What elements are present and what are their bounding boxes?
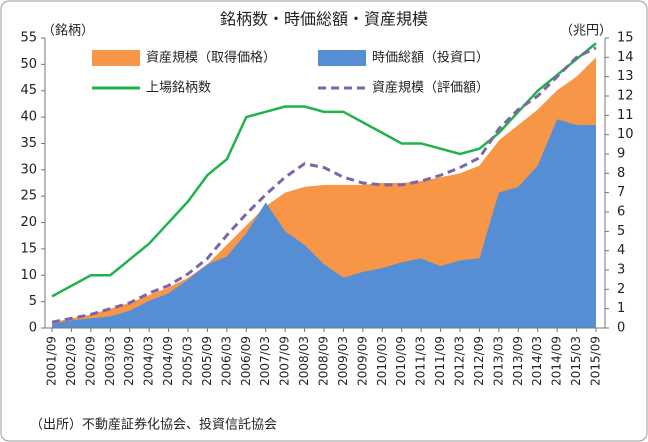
y-tick-label: 40 bbox=[20, 110, 37, 125]
x-tick-label: 2001/09 bbox=[45, 336, 59, 386]
x-tick-label: 2007/03 bbox=[258, 336, 272, 386]
x-tick-label: 2006/03 bbox=[219, 336, 233, 386]
x-tick-label: 2012/09 bbox=[472, 336, 486, 386]
x-tick-label: 2005/03 bbox=[181, 336, 195, 386]
chart-title: 銘柄数・時価総額・資産規模 bbox=[220, 10, 428, 29]
y-tick-label: 20 bbox=[20, 215, 37, 230]
x-tick-label: 2008/09 bbox=[317, 336, 331, 386]
legend-swatch bbox=[318, 50, 366, 66]
y2-tick-label: 2 bbox=[617, 282, 625, 297]
line bbox=[51, 46, 597, 324]
x-tick-label: 2007/09 bbox=[278, 336, 292, 386]
x-tick-label: 2004/03 bbox=[142, 336, 156, 386]
x-tick-label: 2011/03 bbox=[414, 336, 428, 386]
y-tick-label: 5 bbox=[29, 294, 37, 309]
x-tick-label: 2003/09 bbox=[122, 336, 136, 386]
y2-tick-label: 14 bbox=[617, 50, 634, 65]
legend-label: 上場銘柄数 bbox=[146, 81, 211, 96]
y-tick-label: 50 bbox=[20, 57, 37, 72]
y2-tick-label: 11 bbox=[617, 108, 634, 123]
y2-tick-label: 10 bbox=[617, 127, 634, 142]
y2-tick-label: 0 bbox=[617, 321, 625, 336]
legend-swatch bbox=[92, 50, 140, 66]
x-tick-label: 2003/03 bbox=[103, 336, 117, 386]
y2-tick-label: 5 bbox=[617, 224, 625, 239]
area bbox=[52, 119, 596, 328]
y2-tick-label: 4 bbox=[617, 243, 625, 258]
y-tick-label: 0 bbox=[29, 321, 37, 336]
x-tick-label: 2015/09 bbox=[589, 336, 603, 386]
y2-tick-label: 3 bbox=[617, 263, 625, 278]
x-tick-label: 2011/09 bbox=[433, 336, 447, 386]
y-tick-label: 55 bbox=[20, 31, 37, 46]
y2-axis-label: （兆円） bbox=[560, 24, 612, 39]
legend-label: 資産規模（取得価格） bbox=[146, 50, 276, 66]
y2-tick-label: 1 bbox=[617, 301, 625, 316]
x-tick-label: 2013/09 bbox=[511, 336, 525, 386]
area bbox=[52, 57, 596, 328]
legend-label: 時価総額（投資口） bbox=[372, 50, 489, 66]
x-tick-label: 2015/03 bbox=[569, 336, 583, 386]
y2-tick-label: 13 bbox=[617, 69, 634, 84]
y2-tick-label: 6 bbox=[617, 205, 625, 220]
legend-label: 資産規模（評価額） bbox=[372, 80, 489, 96]
y-tick-label: 30 bbox=[20, 162, 37, 177]
x-tick-label: 2010/03 bbox=[375, 336, 389, 386]
x-tick-label: 2014/09 bbox=[550, 336, 564, 386]
y2-tick-label: 12 bbox=[617, 89, 634, 104]
y2-tick-label: 15 bbox=[617, 31, 634, 46]
x-tick-label: 2002/09 bbox=[83, 336, 97, 386]
x-tick-label: 2006/09 bbox=[239, 336, 253, 386]
x-tick-label: 2014/03 bbox=[530, 336, 544, 386]
y2-tick-label: 9 bbox=[617, 147, 625, 162]
x-tick-label: 2010/09 bbox=[394, 336, 408, 386]
x-tick-label: 2012/03 bbox=[453, 336, 467, 386]
line bbox=[51, 42, 597, 298]
y-tick-label: 25 bbox=[20, 189, 37, 204]
x-tick-label: 2008/03 bbox=[297, 336, 311, 386]
source-note: （出所）不動産証券化協会、投資信託協会 bbox=[30, 417, 277, 433]
x-tick-label: 2002/03 bbox=[64, 336, 78, 386]
x-tick-label: 2013/03 bbox=[491, 336, 505, 386]
y-tick-label: 45 bbox=[20, 83, 37, 98]
y-tick-label: 15 bbox=[20, 241, 37, 256]
y-tick-label: 10 bbox=[20, 268, 37, 283]
y-tick-label: 35 bbox=[20, 136, 37, 151]
x-tick-label: 2005/09 bbox=[200, 336, 214, 386]
x-tick-label: 2009/03 bbox=[336, 336, 350, 386]
x-tick-label: 2009/09 bbox=[355, 336, 369, 386]
y2-tick-label: 7 bbox=[617, 185, 625, 200]
x-tick-label: 2004/09 bbox=[161, 336, 175, 386]
y2-tick-label: 8 bbox=[617, 166, 625, 181]
y-axis-label: （銘柄） bbox=[42, 24, 94, 39]
